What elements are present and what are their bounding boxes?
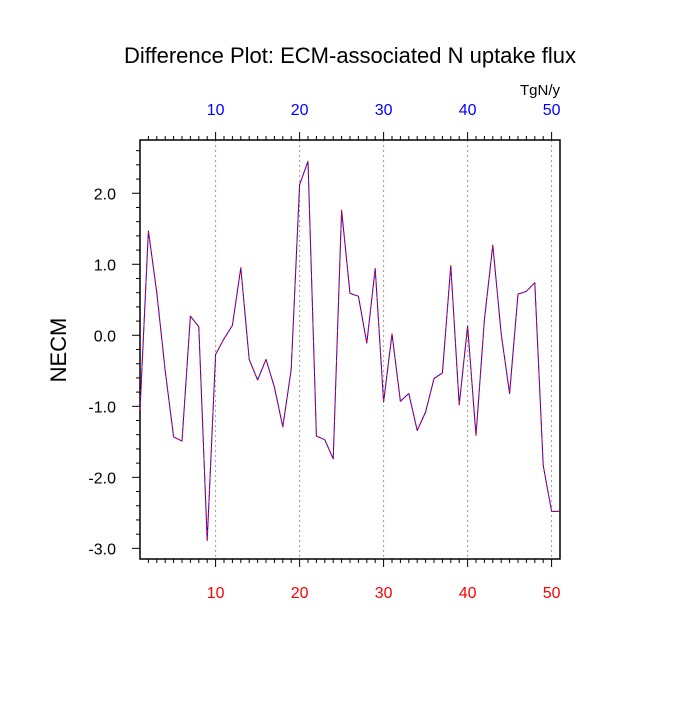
series-line-dashed-0 <box>139 160 560 541</box>
x-tick-label-bottom-20: 20 <box>291 585 309 602</box>
x-tick-label-top-20: 20 <box>291 102 309 119</box>
y-tick-label-1.0: 1.0 <box>94 257 116 274</box>
chart-title: Difference Plot: ECM-associated N uptake… <box>124 43 576 68</box>
axis-layer <box>132 132 561 567</box>
x-tick-label-bottom-30: 30 <box>375 585 393 602</box>
series-line-solid-0 <box>139 160 560 541</box>
tick-labels: 10 20 30 40 50 10 20 30 40 50 -3.0 -2.0 -1.0 0.0 1.0 2.… <box>88 102 560 602</box>
y-tick-label-2.0: 2.0 <box>94 186 116 203</box>
x-tick-label-bottom-10: 10 <box>207 585 225 602</box>
y-tick-label--1.0: -1.0 <box>88 399 116 416</box>
x-tick-label-top-50: 50 <box>543 102 561 119</box>
x-tick-label-bottom-40: 40 <box>459 585 477 602</box>
x-tick-label-top-30: 30 <box>375 102 393 119</box>
y-tick-label--2.0: -2.0 <box>88 470 116 487</box>
y-tick-label-0.0: 0.0 <box>94 328 116 345</box>
series-layer <box>139 160 560 541</box>
x-tick-label-top-10: 10 <box>207 102 225 119</box>
x-tick-label-top-40: 40 <box>459 102 477 119</box>
y-tick-label--3.0: -3.0 <box>88 541 116 558</box>
x-tick-label-bottom-50: 50 <box>543 585 561 602</box>
grid-layer <box>215 140 553 559</box>
y-axis-label: NECM <box>46 318 71 383</box>
plot-frame <box>139 139 561 560</box>
top-axis-unit: TgN/y <box>520 82 561 99</box>
